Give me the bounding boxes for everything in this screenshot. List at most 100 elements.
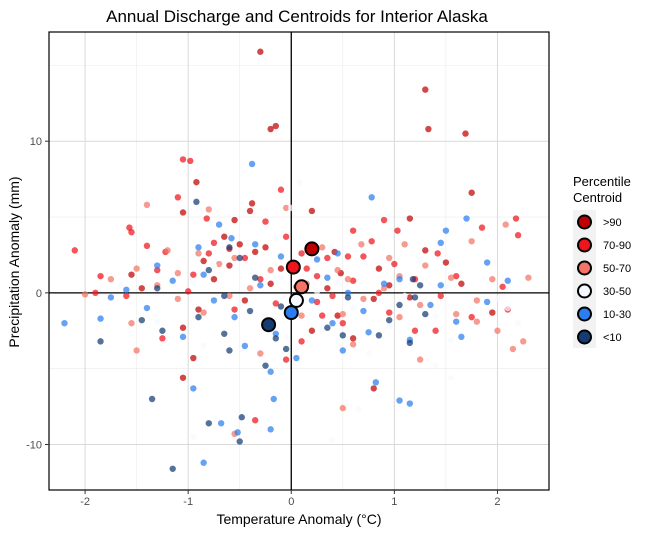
data-point bbox=[396, 313, 403, 321]
data-point bbox=[97, 315, 104, 322]
data-point bbox=[422, 86, 429, 93]
data-point bbox=[272, 122, 280, 130]
data-point bbox=[226, 347, 233, 354]
data-point bbox=[123, 286, 130, 294]
legend-key bbox=[577, 306, 592, 322]
data-point bbox=[282, 204, 290, 212]
data-point bbox=[193, 198, 200, 206]
data-point bbox=[231, 306, 238, 313]
data-point bbox=[154, 262, 161, 269]
data-point bbox=[422, 247, 429, 254]
data-point bbox=[298, 312, 305, 319]
data-point bbox=[324, 254, 331, 262]
data-point bbox=[442, 283, 450, 290]
data-point bbox=[370, 295, 377, 303]
data-point bbox=[174, 295, 182, 303]
data-point bbox=[288, 204, 295, 212]
data-point bbox=[375, 265, 383, 272]
data-point bbox=[473, 318, 481, 325]
legend-key bbox=[577, 283, 592, 299]
data-point bbox=[205, 250, 212, 257]
legend-label: 30-50 bbox=[603, 286, 631, 298]
data-point bbox=[107, 275, 115, 283]
data-point bbox=[203, 215, 210, 222]
data-point bbox=[282, 345, 290, 353]
data-point bbox=[236, 438, 243, 445]
x-axis-title: Temperature Anomaly (°C) bbox=[216, 511, 381, 527]
data-point bbox=[251, 274, 259, 281]
data-point bbox=[509, 345, 517, 353]
data-point bbox=[349, 304, 357, 312]
data-point bbox=[432, 312, 439, 319]
data-point bbox=[360, 253, 367, 260]
data-point bbox=[489, 275, 496, 283]
data-point bbox=[349, 341, 357, 348]
x-tick-label: -1 bbox=[183, 496, 193, 508]
data-point bbox=[195, 244, 202, 251]
data-point bbox=[416, 257, 424, 265]
data-point bbox=[169, 277, 176, 284]
data-point bbox=[277, 265, 285, 272]
data-point bbox=[453, 310, 460, 318]
legend-label: 10-30 bbox=[603, 309, 631, 321]
data-point bbox=[416, 282, 424, 289]
data-point bbox=[339, 319, 347, 327]
data-point bbox=[416, 356, 424, 363]
data-point bbox=[386, 254, 393, 262]
data-point bbox=[478, 224, 486, 231]
data-point bbox=[437, 282, 444, 289]
y-axis-title: Precipitation Anomaly (mm) bbox=[6, 176, 22, 347]
data-point bbox=[409, 275, 417, 283]
data-point bbox=[365, 329, 372, 336]
data-point bbox=[499, 283, 506, 290]
data-point bbox=[107, 294, 115, 301]
data-point bbox=[458, 333, 465, 341]
data-point bbox=[298, 338, 305, 345]
data-point bbox=[406, 339, 414, 347]
data-point bbox=[179, 374, 187, 381]
data-point bbox=[406, 400, 414, 407]
data-point bbox=[174, 194, 182, 201]
data-point bbox=[174, 269, 182, 277]
data-point bbox=[257, 350, 264, 357]
data-point bbox=[241, 254, 249, 262]
data-point bbox=[236, 301, 243, 309]
data-point bbox=[502, 221, 509, 228]
data-point bbox=[394, 227, 401, 234]
data-point bbox=[205, 420, 212, 427]
data-point bbox=[313, 288, 321, 295]
data-point bbox=[138, 285, 145, 292]
data-point bbox=[154, 266, 161, 274]
data-point bbox=[318, 312, 326, 319]
data-point bbox=[262, 362, 269, 369]
data-point bbox=[133, 265, 140, 272]
x-tick-label: 2 bbox=[494, 496, 500, 508]
data-point bbox=[344, 294, 352, 301]
data-point bbox=[434, 250, 441, 257]
legend-key bbox=[577, 260, 592, 276]
data-point bbox=[339, 404, 347, 412]
data-point bbox=[231, 216, 238, 224]
data-point bbox=[344, 253, 352, 260]
data-point bbox=[246, 207, 254, 215]
data-point bbox=[262, 218, 269, 225]
data-point bbox=[296, 178, 303, 186]
x-tick-label: -2 bbox=[80, 496, 90, 508]
data-point bbox=[324, 285, 331, 292]
data-point bbox=[210, 297, 218, 304]
data-point bbox=[318, 244, 326, 251]
data-point bbox=[437, 239, 444, 247]
data-point bbox=[257, 275, 264, 283]
legend-key bbox=[577, 329, 592, 345]
data-point bbox=[221, 330, 228, 337]
data-point bbox=[514, 232, 522, 239]
legend-key-background bbox=[573, 210, 596, 348]
data-point bbox=[154, 318, 161, 325]
data-point bbox=[362, 259, 369, 266]
data-point bbox=[123, 292, 130, 300]
data-point bbox=[504, 277, 511, 284]
data-point bbox=[453, 318, 460, 325]
data-point bbox=[262, 312, 269, 319]
